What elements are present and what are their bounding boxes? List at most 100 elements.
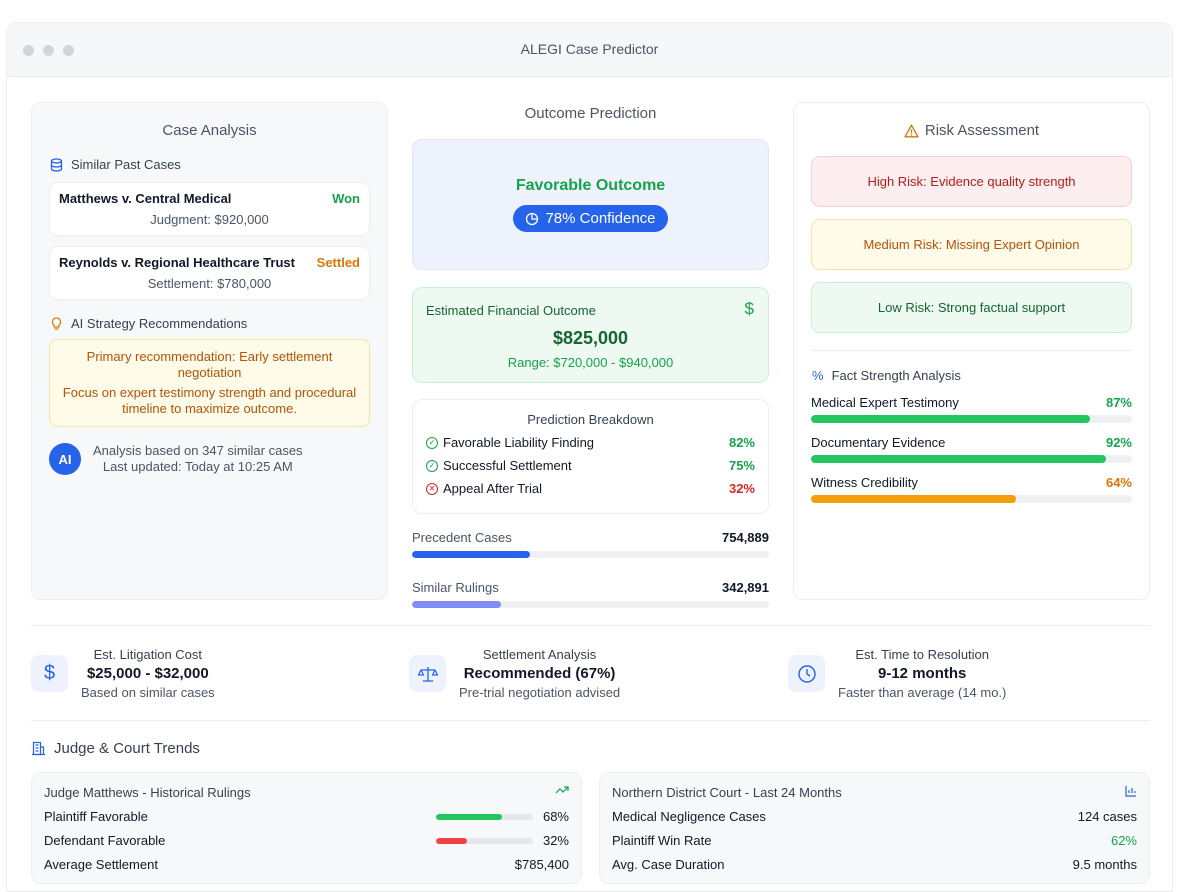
judge-row: Plaintiff Favorable 68% [44, 809, 569, 824]
metric-value: Recommended (67%) [463, 665, 616, 682]
judge-trend-card: Judge Matthews - Historical Rulings Plai… [31, 772, 582, 884]
check-circle-icon: ✓ [426, 436, 438, 449]
breakdown-label: Favorable Liability Finding [443, 435, 595, 450]
financial-outcome-card: Estimated Financial Outcome $ $825,000 R… [412, 287, 769, 383]
judge-row-label: Plaintiff Favorable [44, 809, 148, 824]
lightbulb-icon [51, 316, 62, 330]
stat-progress-track [412, 551, 769, 558]
stat-progress-track [412, 601, 769, 608]
mini-progress-track [435, 837, 533, 844]
fact-label: Documentary Evidence [811, 435, 946, 450]
breakdown-row: ✓ Favorable Liability Finding 82% [426, 435, 755, 450]
court-card-title: Northern District Court - Last 24 Months [612, 785, 842, 800]
fact-strength-label: Fact Strength Analysis [831, 368, 961, 383]
section-divider [31, 720, 1150, 721]
case-status: Won [332, 191, 360, 206]
fact-value: 64% [1105, 475, 1132, 490]
title-bar: ALEGI Case Predictor [7, 23, 1172, 77]
case-card[interactable]: Matthews v. Central Medical Won Judgment… [49, 182, 370, 236]
analysis-basis: Analysis based on 347 similar cases [93, 443, 303, 458]
outcome-prediction-panel: Outcome Prediction Favorable Outcome 78%… [412, 102, 769, 608]
litigation-cost-metric: $ Est. Litigation Cost $25,000 - $32,000… [31, 645, 215, 702]
case-name: Reynolds v. Regional Healthcare Trust [59, 255, 295, 270]
pie-chart-icon [526, 212, 539, 225]
breakdown-value: 82% [728, 435, 755, 450]
mini-progress-track [435, 813, 533, 820]
judge-row-value: 68% [542, 809, 569, 824]
court-row-value: 62% [1110, 833, 1137, 848]
metric-value: 9-12 months [878, 665, 967, 682]
breakdown-row: ✕ Appeal After Trial 32% [426, 481, 755, 496]
court-row: Avg. Case Duration 9.5 months [612, 857, 1137, 872]
fact-progress-fill [811, 495, 1017, 503]
stat-value: 754,889 [722, 530, 769, 545]
similar-cases-heading: Similar Past Cases [50, 157, 387, 172]
analysis-info: AI Analysis based on 347 similar cases L… [49, 443, 387, 475]
judge-row-value: $785,400 [514, 857, 569, 872]
breakdown-value: 32% [728, 481, 755, 496]
stat-label: Precedent Cases [412, 530, 512, 545]
scale-icon [409, 655, 446, 692]
breakdown-label: Appeal After Trial [443, 481, 542, 496]
close-window-button[interactable] [23, 45, 34, 56]
database-icon [50, 157, 63, 172]
strategy-heading: AI Strategy Recommendations [50, 316, 387, 331]
case-name: Matthews v. Central Medical [59, 191, 232, 206]
court-row: Medical Negligence Cases 124 cases [612, 809, 1137, 824]
fact-row: Documentary Evidence 92% [811, 435, 1132, 463]
dollar-icon: $ [31, 655, 68, 692]
judge-row: Average Settlement $785,400 [44, 857, 569, 872]
metric-value: $25,000 - $32,000 [86, 665, 209, 682]
similar-rulings-stat: Similar Rulings 342,891 [412, 580, 769, 608]
confidence-badge: 78% Confidence [513, 205, 668, 232]
maximize-window-button[interactable] [63, 45, 74, 56]
fact-row: Witness Credibility 64% [811, 475, 1132, 503]
app-window: ALEGI Case Predictor Case Analysis Simil… [6, 22, 1173, 892]
ai-avatar: AI [49, 443, 81, 475]
fact-value: 92% [1105, 435, 1132, 450]
settlement-metric: Settlement Analysis Recommended (67%) Pr… [409, 645, 620, 702]
fact-progress-track [811, 495, 1132, 503]
financial-label: Estimated Financial Outcome [426, 303, 596, 318]
mini-progress-fill [435, 837, 467, 844]
financial-amount: $825,000 [552, 328, 629, 348]
percent-icon: % [812, 368, 824, 383]
metric-sub: Based on similar cases [81, 685, 215, 700]
clock-icon [788, 655, 825, 692]
breakdown-label: Successful Settlement [443, 458, 572, 473]
breakdown-row: ✓ Successful Settlement 75% [426, 458, 755, 473]
fact-list: Medical Expert Testimony 87% Documentary … [811, 395, 1132, 503]
case-amount: Judgment: $920,000 [150, 212, 269, 227]
last-updated: Last updated: Today at 10:25 AM [102, 459, 293, 474]
judge-card-title: Judge Matthews - Historical Rulings [44, 785, 251, 800]
metric-label: Est. Time to Resolution [855, 647, 990, 662]
resolution-time-metric: Est. Time to Resolution 9-12 months Fast… [788, 645, 1006, 702]
judge-row-label: Average Settlement [44, 857, 158, 872]
risk-high: High Risk: Evidence quality strength [811, 156, 1132, 207]
strategy-recommendation: Primary recommendation: Early settlement… [49, 339, 370, 427]
fact-strength-heading: % Fact Strength Analysis [812, 368, 1149, 383]
fact-label: Medical Expert Testimony [811, 395, 959, 410]
case-card[interactable]: Reynolds v. Regional Healthcare Trust Se… [49, 246, 370, 300]
check-circle-icon: ✓ [426, 459, 438, 472]
stat-value: 342,891 [722, 580, 769, 595]
minimize-window-button[interactable] [43, 45, 54, 56]
trends-heading: Judge & Court Trends [31, 740, 200, 757]
dollar-icon: $ [744, 299, 754, 318]
fact-row: Medical Expert Testimony 87% [811, 395, 1132, 423]
court-row-label: Plaintiff Win Rate [612, 833, 712, 848]
fact-value: 87% [1105, 395, 1132, 410]
court-row-value: 124 cases [1077, 809, 1137, 824]
court-row-label: Avg. Case Duration [612, 857, 725, 872]
court-row: Plaintiff Win Rate 62% [612, 833, 1137, 848]
case-analysis-panel: Case Analysis Similar Past Cases Matthew… [31, 102, 388, 600]
recommendation-secondary: Focus on expert testimony strength and p… [62, 385, 357, 416]
fact-label: Witness Credibility [811, 475, 918, 490]
fact-progress-fill [811, 455, 1107, 463]
breakdown-value: 75% [728, 458, 755, 473]
section-divider [31, 625, 1150, 626]
risk-title-row: Risk Assessment [794, 122, 1149, 139]
mini-progress-fill [435, 813, 502, 820]
x-circle-icon: ✕ [426, 482, 438, 495]
financial-range: Range: $720,000 - $940,000 [507, 355, 674, 370]
